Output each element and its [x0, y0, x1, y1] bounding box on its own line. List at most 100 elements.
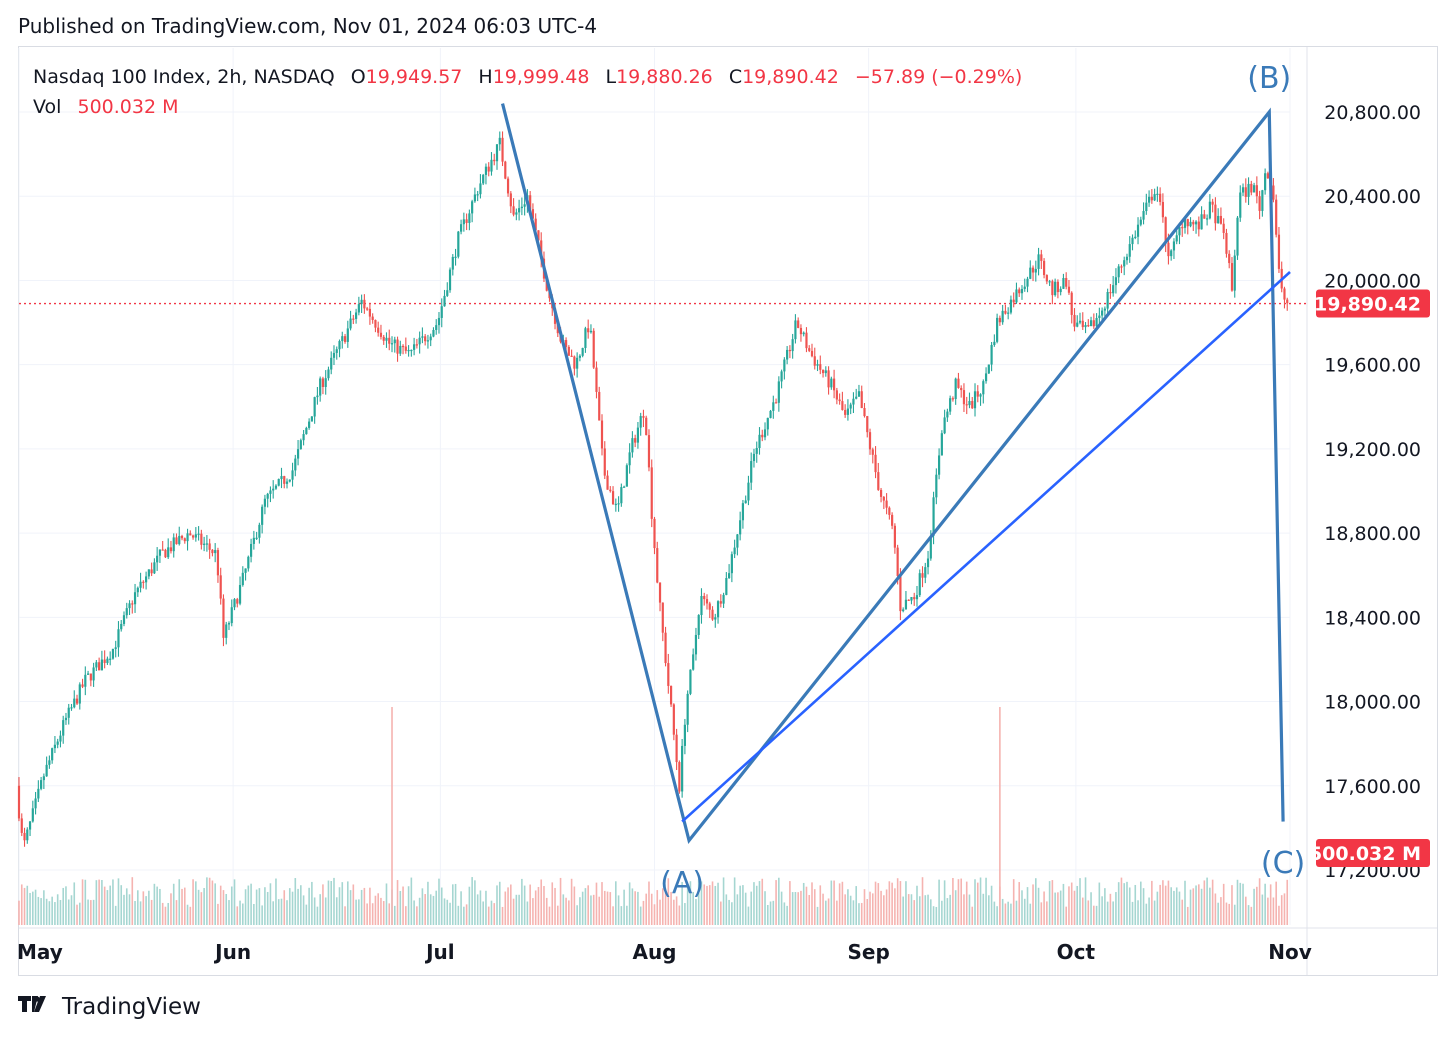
- volume-bar: [504, 891, 507, 925]
- volume-bar: [847, 889, 849, 925]
- volume-bar: [529, 884, 531, 925]
- candle: [669, 685, 673, 705]
- candle: [388, 337, 391, 344]
- volume-bar: [659, 899, 661, 925]
- volume-bar: [1057, 892, 1059, 925]
- candle: [697, 615, 700, 635]
- volume-bar: [902, 896, 904, 925]
- volume-bar: [225, 893, 228, 925]
- volume-bar: [1256, 886, 1258, 925]
- volume-bar: [1023, 898, 1026, 925]
- volume-bar: [791, 892, 794, 925]
- candle: [167, 547, 170, 558]
- candle: [261, 506, 264, 525]
- candle: [686, 693, 689, 725]
- volume-bar: [1214, 893, 1217, 925]
- last-price-tag-bg: [1316, 289, 1430, 318]
- candle: [435, 325, 438, 330]
- volume-bar: [123, 894, 125, 925]
- y-tick-label: 20,000.00: [1324, 270, 1421, 292]
- candle: [1112, 285, 1115, 294]
- candle: [1023, 286, 1026, 289]
- volume-bar: [1007, 901, 1009, 925]
- candle: [1222, 223, 1225, 233]
- volume-bar: [170, 893, 172, 925]
- volume-bar: [468, 886, 471, 925]
- volume-bar: [628, 882, 631, 925]
- candle: [1230, 263, 1234, 291]
- candle: [1208, 201, 1211, 219]
- candle: [1153, 194, 1156, 201]
- candle: [537, 230, 540, 241]
- volume-bar: [548, 906, 551, 925]
- volume-bar: [128, 894, 131, 925]
- volume-bar: [603, 890, 606, 925]
- volume-bar: [766, 904, 769, 925]
- wave-label: (C): [1261, 846, 1305, 881]
- candle: [462, 219, 465, 225]
- candle: [797, 320, 800, 328]
- last-volume-tag: 500.032 M: [1309, 843, 1421, 865]
- candle: [1020, 288, 1024, 294]
- volume-bar: [1012, 879, 1015, 925]
- volume-bar: [1269, 884, 1272, 925]
- volume-bar: [1283, 893, 1286, 925]
- volume-bar: [562, 894, 565, 925]
- candle: [777, 381, 780, 403]
- candle: [45, 764, 48, 777]
- candle: [982, 381, 985, 395]
- symbol-name[interactable]: Nasdaq 100 Index, 2h, NASDAQ: [33, 66, 335, 88]
- candle: [131, 603, 134, 605]
- volume-bar: [916, 885, 918, 925]
- volume-bar: [860, 902, 863, 925]
- volume-bar: [711, 881, 714, 925]
- candle: [368, 308, 372, 317]
- candle: [236, 599, 239, 604]
- volume-bar: [482, 901, 484, 925]
- last-volume-tag-bg: [1316, 839, 1430, 867]
- vol-label[interactable]: Vol: [33, 96, 62, 118]
- support-trendline: [681, 271, 1291, 823]
- volume-bar: [534, 890, 537, 925]
- candle: [1098, 315, 1101, 318]
- candle: [294, 458, 297, 471]
- candle: [694, 634, 698, 655]
- volume-bar: [1115, 892, 1117, 925]
- candle: [1194, 221, 1198, 225]
- candle: [98, 662, 101, 671]
- candle: [877, 472, 880, 490]
- candle: [987, 364, 990, 374]
- x-tick-label: Aug: [632, 940, 676, 964]
- volume-bar: [769, 901, 772, 925]
- candle: [805, 332, 808, 349]
- volume-bar: [51, 896, 53, 925]
- candle: [305, 427, 308, 435]
- volume-bar: [242, 903, 244, 925]
- volume-bar: [410, 877, 413, 925]
- volume-bar: [963, 894, 965, 925]
- candle: [700, 595, 703, 616]
- volume-bar: [183, 887, 186, 925]
- candle: [1266, 173, 1269, 179]
- volume-bar: [1209, 887, 1211, 925]
- volume-bar: [443, 898, 446, 925]
- volume-bar: [874, 881, 877, 925]
- volume-bar: [587, 885, 589, 925]
- candle: [377, 327, 380, 333]
- volume-bar: [645, 893, 648, 925]
- volume-bar: [239, 900, 241, 925]
- volume-bar: [543, 886, 545, 925]
- volume-bar: [1275, 881, 1277, 925]
- candle: [943, 417, 946, 434]
- candle: [1203, 214, 1206, 219]
- candle: [1114, 277, 1118, 286]
- low-label: L: [605, 66, 617, 88]
- tradingview-footer[interactable]: TradingView: [18, 994, 201, 1020]
- volume-bar: [305, 904, 308, 925]
- volume-bar: [427, 881, 429, 925]
- candle: [838, 399, 841, 402]
- volume-bar: [272, 901, 274, 925]
- volume-bar: [233, 879, 236, 925]
- volume-bar: [161, 902, 164, 925]
